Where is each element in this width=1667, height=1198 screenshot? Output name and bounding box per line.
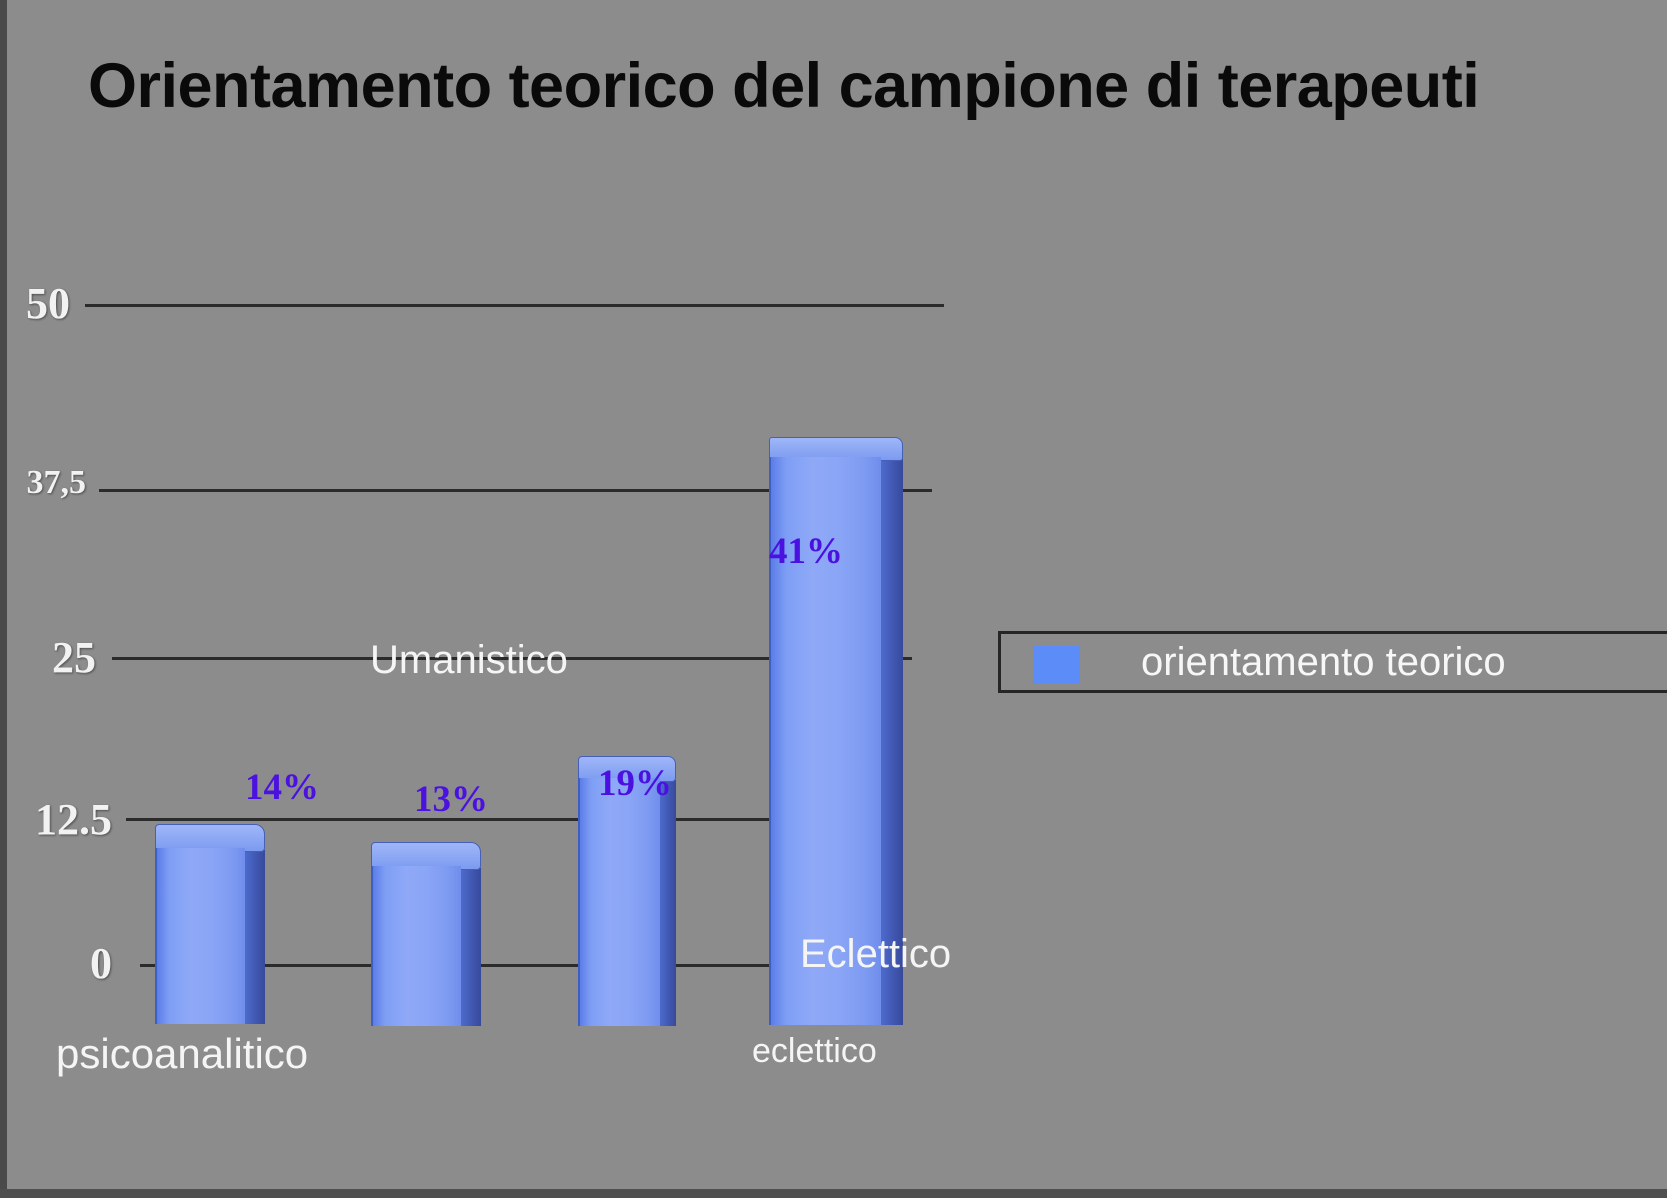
bar-front-face	[769, 457, 881, 1025]
bar-front-face	[578, 778, 660, 1026]
bar-psicoanalitico[interactable]	[155, 824, 265, 1024]
axis-label-eclettico: eclettico	[752, 1032, 877, 1070]
bar-front-face	[155, 848, 245, 1024]
callout-eclettico: Eclettico	[800, 932, 952, 976]
slide-left-border	[0, 0, 7, 1198]
bar-side-face	[658, 780, 676, 1026]
bar-side-face	[879, 459, 903, 1025]
gridline-37-5	[99, 489, 932, 492]
data-label-umanistico: 19%	[598, 763, 672, 804]
bar-side-face	[459, 868, 481, 1026]
ytick-label-25: 25	[52, 633, 96, 682]
slide-bottom-border	[0, 1189, 1667, 1198]
chart-legend[interactable]: orientamento teorico	[998, 631, 1667, 693]
bar-front-face	[371, 866, 461, 1026]
gridline-25	[112, 657, 912, 660]
bar-top-face	[578, 756, 676, 782]
bar-comportamentale[interactable]	[371, 842, 481, 1026]
bar-eclettico[interactable]	[769, 437, 903, 1025]
legend-label: orientamento teorico	[1141, 640, 1506, 684]
bar-side-face	[243, 850, 265, 1024]
data-label-psicoanalitico: 14%	[245, 767, 319, 808]
ytick-label-0: 0	[90, 939, 112, 988]
callout-umanistico: Umanistico	[370, 638, 568, 682]
gridline-50	[85, 304, 944, 307]
gridline-12-5	[126, 818, 901, 821]
ytick-label-50: 50	[26, 279, 70, 328]
ytick-label-37-5: 37,5	[26, 464, 87, 501]
gridline-0	[140, 964, 892, 967]
legend-swatch-icon	[1033, 646, 1080, 684]
axis-label-psicoanalitico: psicoanalitico	[56, 1030, 309, 1077]
page-title: Orientamento teorico del campione di ter…	[88, 51, 1480, 121]
data-label-comportamentale: 13%	[414, 779, 488, 820]
ytick-label-12-5: 12.5	[35, 795, 112, 844]
data-label-eclettico: 41%	[769, 531, 843, 572]
bar-umanistico[interactable]	[578, 756, 676, 1026]
